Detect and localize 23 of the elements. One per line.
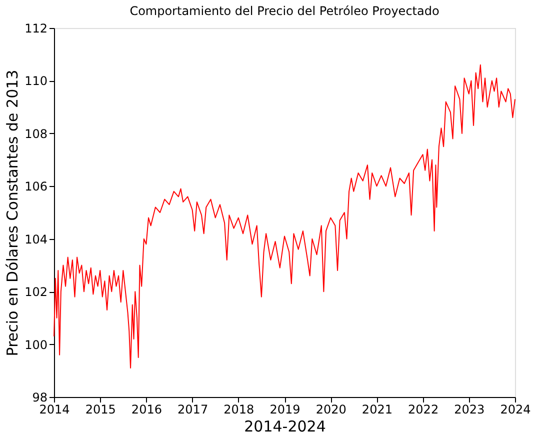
y-tick-label: 102 [24, 285, 48, 300]
x-tick-label: 2022 [408, 402, 439, 416]
x-tick-label: 2015 [85, 402, 116, 416]
y-tick-label: 108 [24, 126, 48, 141]
y-tick-label: 112 [24, 22, 48, 36]
x-tick-label: 2024 [500, 402, 531, 416]
chart-title: Comportamiento del Precio del Petróleo Proyectado [130, 4, 440, 18]
x-tick-label: 2017 [178, 402, 208, 416]
y-tick-label: 110 [24, 74, 48, 88]
x-tick-label: 2021 [362, 402, 392, 416]
line-series [54, 64, 516, 369]
x-tick-label: 2014 [39, 402, 70, 416]
y-tick-label: 104 [24, 232, 48, 246]
x-tick-label: 2020 [316, 402, 346, 416]
x-tick-label: 2016 [131, 402, 162, 416]
y-axis-title: Precio en Dólares Constantes de 2013 [4, 70, 22, 356]
x-axis-title: 2014-2024 [244, 418, 326, 436]
x-tick-label: 2023 [454, 402, 485, 416]
y-tick-label: 100 [24, 338, 48, 352]
x-tick-label: 2019 [270, 402, 300, 416]
x-tick-label: 2018 [224, 402, 254, 416]
y-tick-label: 98 [32, 390, 48, 404]
y-tick-label: 106 [24, 180, 48, 194]
